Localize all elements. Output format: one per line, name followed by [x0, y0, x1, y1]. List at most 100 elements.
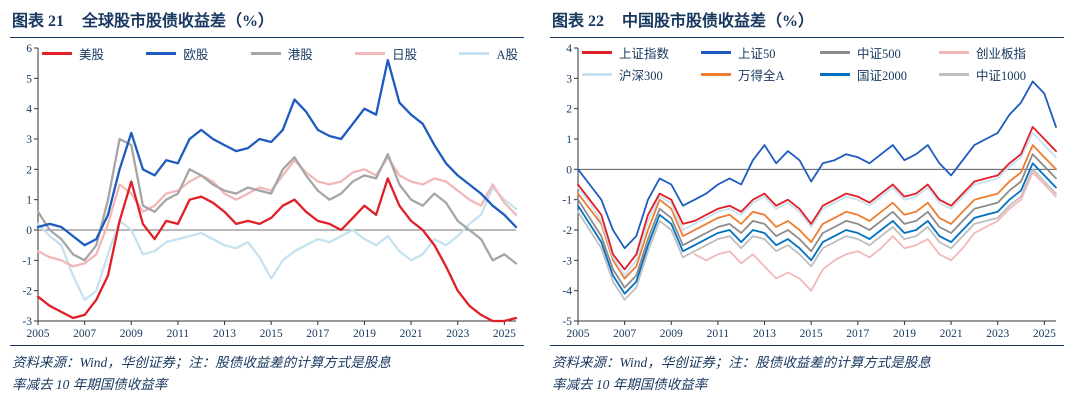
- legend-item-万得全A: 万得全A: [701, 65, 820, 84]
- svg-text:2017: 2017: [846, 328, 869, 340]
- svg-text:2023: 2023: [986, 328, 1009, 340]
- figure-22-chart: 上证指数 上证50 中证500 创业板指沪深300 万得全A 国证2000 中证1000 4…: [550, 43, 1064, 343]
- svg-text:2009: 2009: [660, 328, 683, 340]
- legend-label: 万得全A: [738, 69, 785, 83]
- svg-text:-1: -1: [22, 255, 32, 267]
- legend-swatch-icon: [146, 52, 177, 55]
- svg-text:3: 3: [26, 134, 32, 146]
- svg-text:-2: -2: [22, 286, 32, 298]
- legend-label: 上证50: [738, 47, 776, 61]
- legend-swatch-icon: [582, 51, 612, 54]
- legend-label: A股: [496, 48, 518, 62]
- legend-swatch-icon: [939, 51, 969, 54]
- legend-swatch-icon: [939, 73, 969, 76]
- svg-text:2005: 2005: [567, 328, 590, 340]
- svg-text:2005: 2005: [27, 328, 50, 340]
- legend-swatch-icon: [355, 52, 386, 55]
- figure-21-name: 全球股市股债收益差（%）: [82, 13, 275, 30]
- series-line-万得全A: [577, 144, 1057, 280]
- legend-swatch-icon: [701, 51, 731, 54]
- legend-label: 美股: [79, 48, 105, 62]
- legend-swatch-icon: [42, 52, 72, 55]
- svg-text:2009: 2009: [120, 328, 143, 340]
- legend-label: 创业板指: [976, 47, 1027, 61]
- svg-text:2015: 2015: [260, 328, 283, 340]
- series-line-中证1000: [577, 168, 1057, 301]
- svg-text:-3: -3: [562, 255, 572, 267]
- figure-22-note-line2: 率减去 10 年期国债收益率: [552, 376, 708, 392]
- series-line-美股: [36, 177, 518, 323]
- svg-text:2013: 2013: [213, 328, 236, 340]
- legend-item-中证1000: 中证1000: [939, 65, 1058, 84]
- legend-swatch-icon: [582, 73, 612, 76]
- figure-21-plot: 6 5 4 3 2 1 0 -1 -2 -3 2005 2007 2009 2011 2013 2015 201…: [10, 43, 524, 348]
- legend-label: 欧股: [183, 48, 209, 62]
- svg-text:0: 0: [566, 164, 572, 176]
- legend-label: 中证500: [857, 47, 901, 61]
- series-line-欧股: [36, 58, 518, 247]
- figure-21-title: 图表 21 全球股市股债收益差（%）: [10, 4, 524, 38]
- figure-22-name: 中国股市股债收益差（%）: [622, 13, 815, 30]
- series-line-港股: [36, 137, 518, 265]
- legend-label: 国证2000: [857, 69, 908, 83]
- legend-swatch-icon: [820, 73, 850, 76]
- svg-text:2007: 2007: [613, 328, 636, 340]
- figure-22-panel: 图表 22 中国股市股债收益差（%） 上证指数 上证50 中证500 创业板指沪深30…: [540, 0, 1080, 420]
- series-line-沪深300: [577, 132, 1057, 277]
- svg-text:2021: 2021: [400, 328, 423, 340]
- svg-text:-1: -1: [562, 195, 572, 207]
- legend-swatch-icon: [250, 52, 281, 55]
- legend-swatch-icon: [459, 52, 490, 55]
- figure-22-note-line1: 资料来源：Wind，华创证券；注：股债收益差的计算方式是股息: [552, 355, 931, 370]
- figure-21-chart: 美股 欧股 港股 日股 A股 6 5 4 3 2 1 0 -1 -2 -3 2005 2007 2009 2011…: [10, 43, 524, 343]
- figure-21-legend: 美股 欧股 港股 日股 A股: [42, 44, 518, 63]
- legend-item-美股: 美股: [42, 44, 104, 63]
- figure-22-title: 图表 22 中国股市股债收益差（%）: [550, 4, 1064, 38]
- legend-swatch-icon: [820, 51, 850, 54]
- legend-item-日股: 日股: [355, 44, 417, 63]
- legend-item-欧股: 欧股: [146, 44, 208, 63]
- svg-text:2011: 2011: [707, 328, 730, 340]
- figure-21-note-line2: 率减去 10 年期国债收益率: [12, 376, 168, 392]
- figure-21-panel: 图表 21 全球股市股债收益差（%） 美股 欧股 港股 日股 A股 6 5 4 3 2 1 0 -1 -…: [10, 4, 524, 395]
- figure-22-source-note: 资料来源：Wind，华创证券；注：股债收益差的计算方式是股息 率减去 10 年期…: [550, 345, 1064, 395]
- svg-text:2015: 2015: [800, 328, 823, 340]
- svg-text:-3: -3: [22, 316, 32, 328]
- svg-text:2007: 2007: [73, 328, 96, 340]
- svg-text:2019: 2019: [893, 328, 916, 340]
- svg-text:0: 0: [26, 225, 32, 237]
- svg-text:4: 4: [566, 43, 572, 55]
- svg-text:5: 5: [26, 73, 32, 85]
- svg-text:2025: 2025: [1033, 328, 1056, 340]
- figure-21-label: 图表 21: [12, 13, 65, 30]
- svg-text:2013: 2013: [753, 328, 776, 340]
- svg-text:2019: 2019: [353, 328, 376, 340]
- legend-label: 中证1000: [976, 69, 1027, 83]
- svg-text:3: 3: [566, 73, 572, 85]
- legend-label: 沪深300: [619, 69, 663, 83]
- svg-text:2023: 2023: [446, 328, 469, 340]
- legend-item-沪深300: 沪深300: [582, 65, 701, 84]
- svg-text:6: 6: [26, 43, 32, 55]
- svg-text:2021: 2021: [940, 328, 963, 340]
- series-line-国证2000: [577, 162, 1057, 295]
- series-line-上证指数: [577, 126, 1057, 271]
- svg-text:1: 1: [26, 195, 32, 207]
- legend-item-中证500: 中证500: [820, 43, 939, 62]
- series-line-创业板指: [693, 171, 1057, 292]
- legend-item-创业板指: 创业板指: [939, 43, 1058, 62]
- svg-text:2: 2: [566, 104, 572, 116]
- figure-22-legend: 上证指数 上证50 中证500 创业板指沪深300 万得全A 国证2000 中证1000: [582, 43, 1058, 84]
- svg-text:4: 4: [26, 104, 32, 116]
- figure-21-note-line1: 资料来源：Wind，华创证券；注：股债收益差的计算方式是股息: [12, 355, 391, 370]
- legend-item-上证指数: 上证指数: [582, 43, 701, 62]
- legend-label: 日股: [392, 48, 418, 62]
- series-line-中证500: [577, 153, 1057, 289]
- figure-21-source-note: 资料来源：Wind，华创证券；注：股债收益差的计算方式是股息 率减去 10 年期…: [10, 345, 524, 395]
- svg-text:-2: -2: [562, 225, 572, 237]
- legend-item-国证2000: 国证2000: [820, 65, 939, 84]
- svg-text:2011: 2011: [167, 328, 190, 340]
- legend-swatch-icon: [701, 73, 731, 76]
